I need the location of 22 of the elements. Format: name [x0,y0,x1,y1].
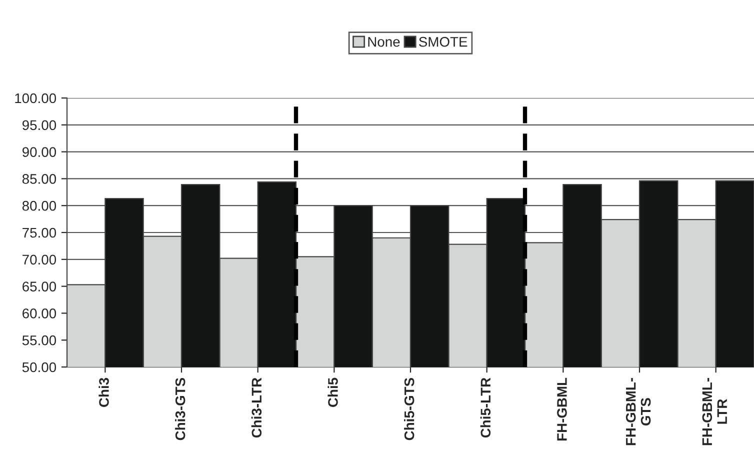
y-tick-label: 100.00 [15,93,56,104]
y-tick-label: 55.00 [22,335,56,346]
x-tick-label: FH-GBML- LTR [702,378,727,446]
y-tick-label: 95.00 [22,120,56,130]
y-tick-label: 50.00 [22,362,56,372]
y-tick-label: 80.00 [22,200,56,211]
y-tick-label: 65.00 [22,282,56,292]
y-tick-label: 70.00 [22,254,56,265]
x-tick-label: FH-GBML- GTS [626,378,651,446]
x-tick-label: Chi5-LTR [480,378,491,438]
x-tick-label: FH-GBML [557,378,567,441]
y-tick-label: 60.00 [22,308,56,318]
x-tick-label: Chi5-GTS [404,378,414,440]
legend-label: None [368,37,400,47]
y-tick-label: 90.00 [22,147,56,157]
x-tick-label: Chi3-GTS [175,378,186,440]
legend-label: SMOTE [419,36,468,47]
y-tick-label: 75.00 [22,228,56,238]
x-tick-label: Chi5 [328,378,338,407]
x-tick-label: Chi3 [98,378,109,407]
x-tick-label: Chi3-LTR [251,378,262,438]
y-tick-label: 85.00 [22,174,56,184]
